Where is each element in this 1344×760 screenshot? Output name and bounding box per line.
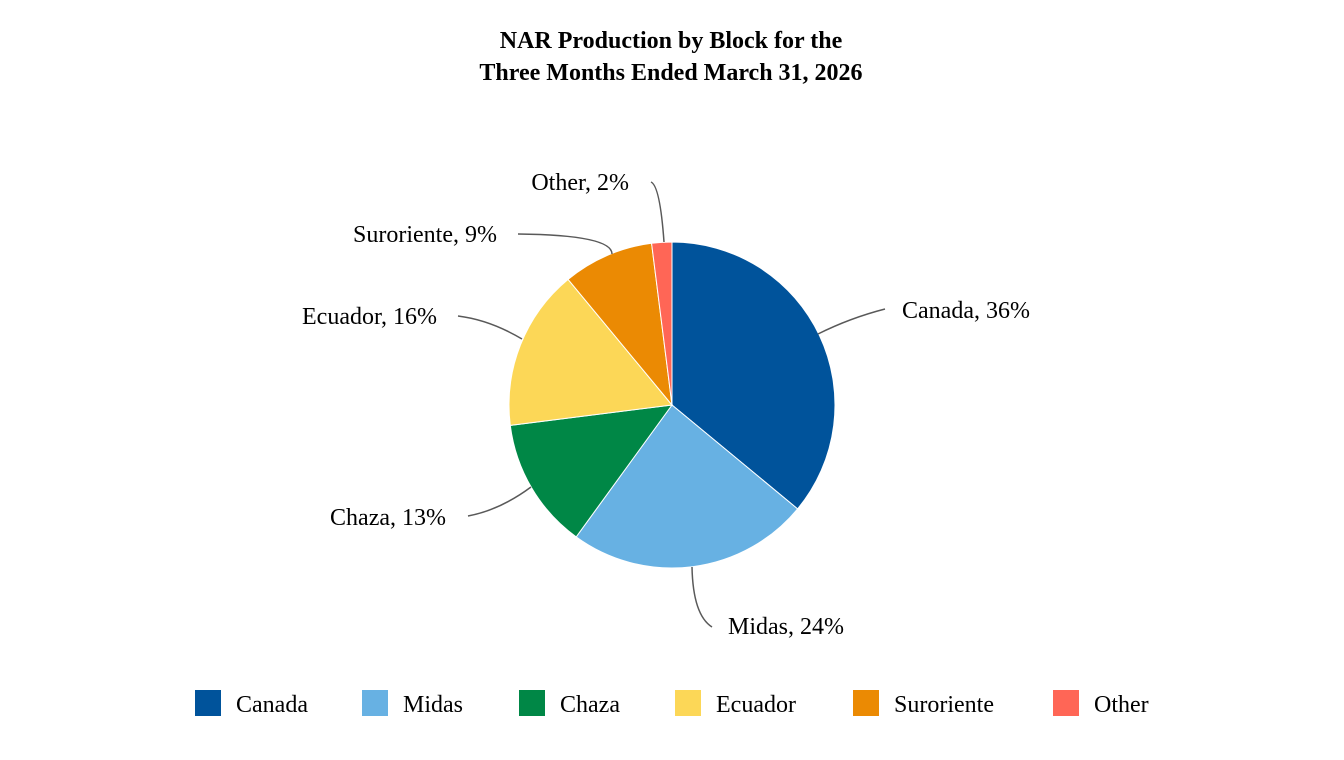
legend-swatch-ecuador <box>675 690 701 716</box>
legend-swatch-midas <box>362 690 388 716</box>
leader-line-chaza <box>467 486 532 517</box>
legend: Canada Midas Chaza Ecuador Suroriente Other <box>195 690 1149 718</box>
legend-item-other: Other <box>1053 690 1149 718</box>
leader-line-canada <box>817 308 886 335</box>
data-label-midas: Midas, 24% <box>728 614 844 640</box>
data-label-ecuador: Ecuador, 16% <box>302 304 437 330</box>
leader-lines <box>457 181 886 628</box>
chart-title: NAR Production by Block for the Three Mo… <box>479 28 862 86</box>
pie-slices <box>508 241 836 569</box>
legend-label-midas: Midas <box>403 692 463 718</box>
slice-other <box>651 241 673 406</box>
legend-label-chaza: Chaza <box>560 692 620 718</box>
slice-midas <box>575 404 799 569</box>
data-label-other: Other, 2% <box>531 170 629 196</box>
legend-swatch-chaza <box>519 690 545 716</box>
data-label-chaza: Chaza, 13% <box>330 505 446 531</box>
legend-item-canada: Canada <box>195 690 308 718</box>
leader-line-midas <box>691 566 713 628</box>
legend-swatch-suroriente <box>853 690 879 716</box>
chart-title-line-1: NAR Production by Block for the <box>500 28 843 54</box>
legend-label-ecuador: Ecuador <box>716 692 796 718</box>
data-label-canada: Canada, 36% <box>902 298 1030 324</box>
leader-line-suroriente <box>517 233 613 255</box>
chart-title-line-2: Three Months Ended March 31, 2026 <box>479 60 862 86</box>
legend-label-suroriente: Suroriente <box>894 692 994 718</box>
legend-label-other: Other <box>1094 692 1149 718</box>
slice-canada <box>671 241 836 510</box>
data-label-suroriente: Suroriente, 9% <box>353 222 497 248</box>
legend-swatch-other <box>1053 690 1079 716</box>
legend-item-ecuador: Ecuador <box>675 690 796 718</box>
slice-labels: Canada, 36% Midas, 24% Chaza, 13% Ecuador, … <box>302 170 1030 640</box>
legend-item-midas: Midas <box>362 690 463 718</box>
legend-item-chaza: Chaza <box>519 690 620 718</box>
slice-ecuador <box>508 278 673 426</box>
leader-line-other <box>650 181 665 243</box>
slice-chaza <box>509 404 674 538</box>
legend-item-suroriente: Suroriente <box>853 690 994 718</box>
slice-suroriente <box>567 242 673 407</box>
legend-swatch-canada <box>195 690 221 716</box>
legend-label-canada: Canada <box>236 692 308 718</box>
leader-line-ecuador <box>457 315 523 340</box>
